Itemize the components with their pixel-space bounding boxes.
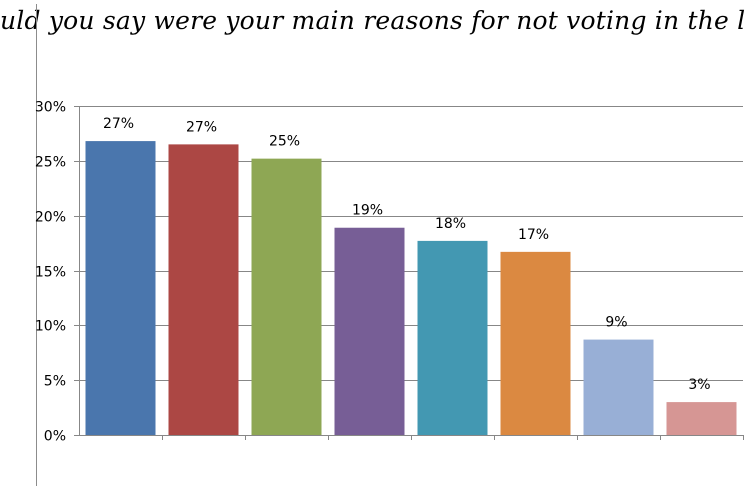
data-label: 18% — [435, 216, 466, 232]
bar — [85, 141, 156, 436]
y-axis-ticks: 0% 5% 10% 15% 20% 25% 30% — [35, 100, 79, 445]
bar — [168, 144, 239, 435]
y-tick-label: 0% — [44, 429, 66, 445]
y-tick-label: 20% — [35, 210, 66, 226]
bar — [583, 339, 654, 435]
y-tick-label: 10% — [35, 319, 66, 335]
bar — [251, 158, 322, 435]
data-label: 25% — [269, 134, 300, 150]
bar — [417, 240, 488, 435]
bars — [85, 141, 737, 436]
axes — [79, 106, 744, 440]
data-label: 17% — [518, 227, 549, 243]
y-tick-label: 15% — [35, 265, 66, 281]
chart-title: uld you say were your main reasons for n… — [0, 6, 746, 35]
bar — [500, 251, 571, 435]
data-label: 19% — [352, 203, 383, 219]
frame-left-border — [36, 4, 37, 486]
data-label: 27% — [103, 116, 134, 132]
y-tick-label: 30% — [35, 100, 66, 116]
bar — [666, 402, 737, 435]
data-label: 9% — [605, 315, 627, 331]
y-tick-label: 25% — [35, 155, 66, 171]
data-label: 27% — [186, 119, 217, 135]
y-tick-label: 5% — [44, 374, 66, 390]
bar — [334, 227, 405, 435]
data-label: 3% — [688, 377, 710, 393]
data-labels: 27% 27% 25% 19% 18% 17% 9% 3% — [103, 116, 711, 393]
